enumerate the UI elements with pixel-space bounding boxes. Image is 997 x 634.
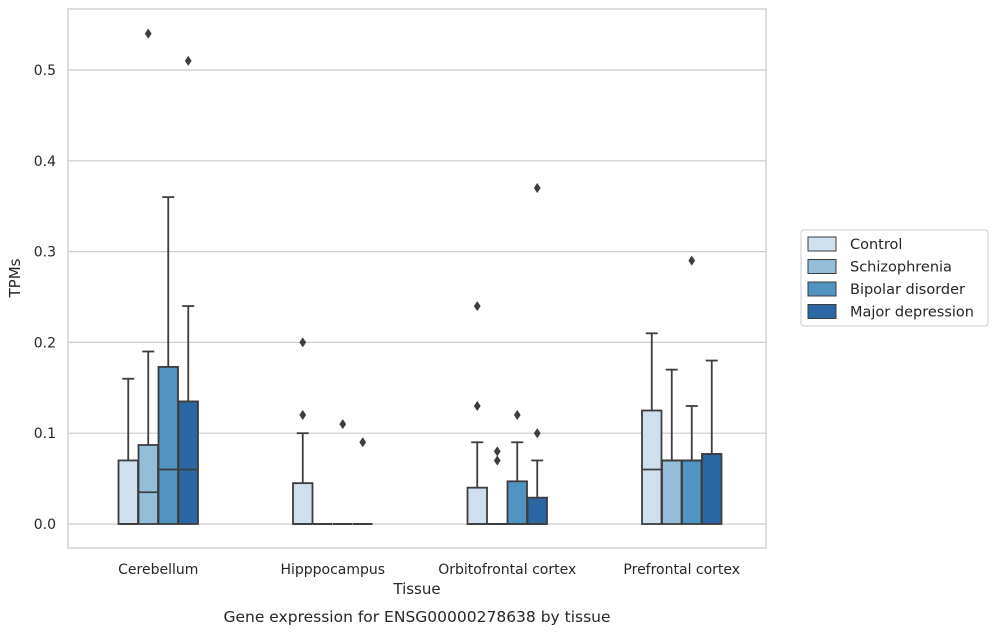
outlier-point xyxy=(339,419,347,430)
outlier-point xyxy=(299,337,307,348)
box-bipolar-disorder xyxy=(333,419,353,525)
x-tick-label: Orbitofrontal cortex xyxy=(438,562,576,578)
box-bipolar-disorder xyxy=(506,410,528,525)
box-body xyxy=(701,453,723,525)
outlier-point xyxy=(144,28,152,39)
box-body xyxy=(661,459,683,525)
outlier-point xyxy=(299,410,307,421)
outlier-point xyxy=(533,428,541,439)
box-body xyxy=(641,409,663,525)
chart-caption: Gene expression for ENSG00000278638 by t… xyxy=(223,608,610,626)
y-tick-label: 0.2 xyxy=(34,335,56,351)
legend: Control Schizophrenia Bipolar disorder Majo… xyxy=(800,229,989,327)
y-axis-ticks: 0.0 0.1 0.2 0.3 0.4 0.5 xyxy=(34,63,56,533)
legend-swatch xyxy=(807,281,837,297)
outlier-point xyxy=(473,301,481,312)
box-control xyxy=(292,337,314,525)
box-body xyxy=(506,480,528,525)
legend-frame xyxy=(800,229,989,327)
legend-label: Major depression xyxy=(850,305,974,321)
box-body xyxy=(466,486,488,525)
y-tick-label: 0.0 xyxy=(34,517,56,533)
legend-swatch xyxy=(807,304,837,319)
outlier-point xyxy=(688,255,696,266)
y-tick-label: 0.3 xyxy=(34,245,56,261)
box-bipolar-disorder xyxy=(157,196,179,525)
legend-label: Schizophrenia xyxy=(850,260,952,276)
outlier-point xyxy=(473,400,481,411)
outlier-point xyxy=(533,183,541,194)
x-axis-ticks: Cerebellum Hipppocampus Orbitofrontal cort… xyxy=(118,562,740,578)
box-schizophrenia xyxy=(661,368,683,525)
legend-swatch xyxy=(807,236,837,252)
box-control xyxy=(466,301,488,525)
box-major-depression xyxy=(177,55,199,525)
box-control xyxy=(117,377,139,525)
x-axis-label: Tissue xyxy=(392,580,440,598)
outlier-point xyxy=(359,437,367,448)
legend-label: Control xyxy=(850,237,902,253)
box-schizophrenia xyxy=(487,446,507,525)
y-tick-label: 0.4 xyxy=(34,154,56,170)
boxes xyxy=(117,28,723,525)
box-major-depression xyxy=(701,359,723,525)
legend-label: Bipolar disorder xyxy=(850,282,965,298)
box-major-depression xyxy=(526,183,548,525)
box-body xyxy=(137,444,159,525)
x-tick-label: Prefrontal cortex xyxy=(623,562,740,578)
legend-swatch xyxy=(807,259,837,274)
x-tick-label: Hipppocampus xyxy=(280,562,385,578)
box-major-depression xyxy=(353,437,373,525)
box-body xyxy=(292,482,314,525)
box-body xyxy=(157,366,179,525)
outlier-point xyxy=(493,455,501,466)
box-body xyxy=(526,496,548,525)
y-axis-label: TPMs xyxy=(6,258,24,298)
x-tick-label: Cerebellum xyxy=(118,562,198,578)
y-tick-label: 0.5 xyxy=(34,63,56,79)
outlier-point xyxy=(513,410,521,421)
y-tick-label: 0.1 xyxy=(34,426,56,442)
box-body xyxy=(177,400,199,525)
box-body xyxy=(117,459,139,525)
box-schizophrenia xyxy=(137,28,159,525)
outlier-point xyxy=(493,446,501,457)
box-body xyxy=(681,459,703,525)
outlier-point xyxy=(184,55,192,66)
plot-frame xyxy=(67,8,767,549)
